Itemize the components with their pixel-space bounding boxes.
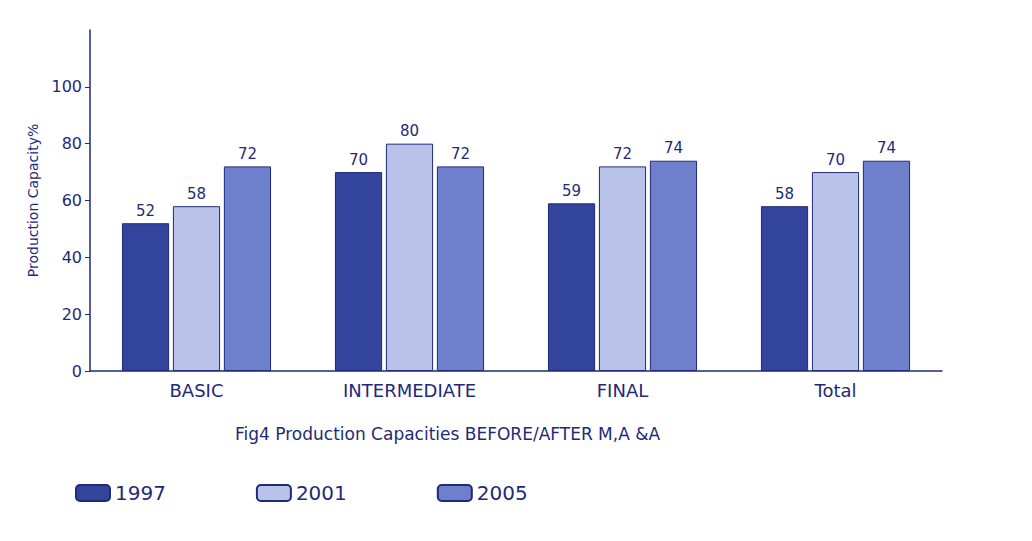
svg-text:0: 0	[72, 362, 82, 381]
svg-text:70: 70	[349, 151, 368, 169]
svg-text:Total: Total	[813, 380, 856, 401]
svg-text:72: 72	[238, 145, 257, 163]
svg-text:74: 74	[664, 139, 683, 157]
svg-text:FINAL: FINAL	[597, 380, 648, 401]
svg-text:52: 52	[136, 202, 155, 220]
svg-text:1997: 1997	[115, 481, 166, 505]
svg-text:Fig4 Production Capacities BEF: Fig4 Production Capacities BEFORE/AFTER …	[235, 424, 660, 444]
svg-text:58: 58	[775, 185, 794, 203]
svg-text:INTERMEDIATE: INTERMEDIATE	[343, 380, 476, 401]
svg-text:80: 80	[62, 134, 82, 153]
svg-text:58: 58	[187, 185, 206, 203]
svg-text:BASIC: BASIC	[170, 380, 224, 401]
svg-text:2001: 2001	[296, 481, 347, 505]
svg-text:72: 72	[613, 145, 632, 163]
svg-text:20: 20	[62, 305, 82, 324]
svg-text:100: 100	[51, 77, 82, 96]
svg-text:74: 74	[877, 139, 896, 157]
svg-text:2005: 2005	[477, 481, 528, 505]
svg-text:72: 72	[451, 145, 470, 163]
svg-text:80: 80	[400, 122, 419, 140]
svg-text:59: 59	[562, 182, 581, 200]
svg-text:60: 60	[62, 191, 82, 210]
svg-text:40: 40	[62, 248, 82, 267]
svg-text:Production Capacity%: Production Capacity%	[25, 124, 41, 277]
svg-text:70: 70	[826, 151, 845, 169]
